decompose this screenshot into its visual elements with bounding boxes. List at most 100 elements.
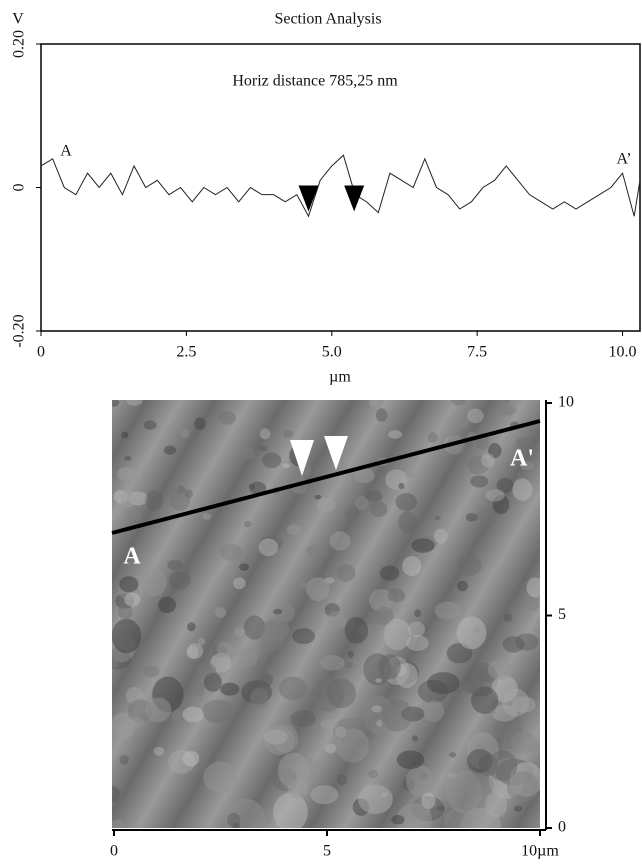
texture: [202, 699, 235, 724]
texture: [526, 597, 540, 611]
texture: [411, 735, 419, 742]
texture: [162, 463, 170, 470]
afm-image: [112, 400, 540, 828]
texture: [368, 589, 394, 612]
profile-line: [40, 154, 641, 218]
cursor-marker: [290, 440, 314, 476]
x-tick-label: 7.5: [467, 344, 487, 361]
texture: [344, 508, 357, 520]
x-tick-label: 5.0: [322, 344, 342, 361]
texture: [506, 771, 539, 802]
texture: [112, 400, 120, 407]
image-start-label: A: [123, 544, 141, 570]
texture: [460, 674, 484, 694]
texture: [411, 695, 419, 703]
texture: [277, 603, 296, 622]
texture: [450, 400, 466, 406]
texture: [433, 528, 448, 544]
texture: [396, 802, 433, 828]
texture: [313, 821, 323, 828]
texture: [487, 659, 513, 680]
texture: [112, 618, 142, 654]
texture: [299, 581, 307, 589]
texture: [398, 511, 418, 534]
texture: [378, 654, 401, 680]
texture: [314, 494, 322, 500]
texture: [234, 627, 246, 637]
texture: [126, 509, 142, 521]
texture: [355, 496, 369, 511]
texture: [443, 808, 472, 828]
texture: [122, 681, 131, 688]
x-tick-label: 10µm: [521, 843, 559, 860]
texture: [250, 687, 269, 710]
y-tick-label: -0.20: [11, 314, 28, 347]
texture: [112, 819, 124, 828]
texture: [345, 661, 353, 669]
texture: [358, 784, 393, 815]
texture: [466, 749, 493, 773]
texture: [421, 792, 436, 810]
texture: [405, 765, 435, 797]
x-tick-label: 5: [323, 843, 331, 860]
texture: [326, 678, 356, 709]
y-tick-label: 0: [11, 184, 28, 192]
texture: [278, 676, 307, 701]
texture: [220, 682, 240, 696]
texture: [145, 490, 163, 511]
texture: [320, 655, 345, 671]
texture: [396, 750, 425, 770]
texture: [446, 642, 473, 664]
y-tick-label: 10: [558, 394, 574, 411]
x-tick-label: 10.0: [609, 344, 637, 361]
texture: [320, 718, 338, 730]
cursor: [344, 185, 365, 212]
texture: [481, 453, 495, 468]
texture: [187, 643, 204, 659]
texture: [510, 732, 538, 754]
texture: [501, 688, 530, 717]
texture: [336, 728, 370, 763]
texture: [466, 408, 484, 424]
texture: [262, 452, 282, 469]
texture: [503, 613, 513, 623]
texture: [485, 489, 505, 502]
texture: [329, 531, 351, 551]
texture: [264, 725, 295, 756]
texture: [476, 507, 496, 524]
texture: [499, 405, 516, 416]
texture: [310, 785, 339, 805]
texture: [391, 814, 405, 825]
texture: [463, 773, 494, 796]
texture: [286, 524, 302, 536]
texture: [227, 812, 241, 828]
texture: [514, 805, 523, 812]
texture: [383, 618, 412, 651]
texture: [143, 420, 157, 430]
texture: [242, 446, 255, 460]
texture: [194, 417, 206, 431]
texture: [216, 641, 234, 657]
texture: [370, 501, 388, 517]
texture: [120, 490, 136, 508]
texture: [273, 792, 308, 828]
texture: [457, 580, 468, 592]
texture: [375, 408, 388, 422]
x-axis-label: µm: [329, 369, 351, 386]
start-label: A: [60, 143, 72, 160]
texture: [219, 543, 243, 561]
texture: [192, 681, 205, 697]
texture: [123, 470, 139, 488]
texture: [158, 596, 177, 614]
texture: [374, 606, 394, 626]
cursor-marker: [324, 436, 348, 470]
texture: [259, 428, 271, 440]
texture: [347, 650, 354, 658]
texture: [238, 563, 250, 571]
texture: [180, 428, 190, 438]
texture: [388, 430, 403, 439]
texture: [381, 699, 413, 732]
texture: [520, 460, 535, 471]
texture: [387, 588, 406, 603]
